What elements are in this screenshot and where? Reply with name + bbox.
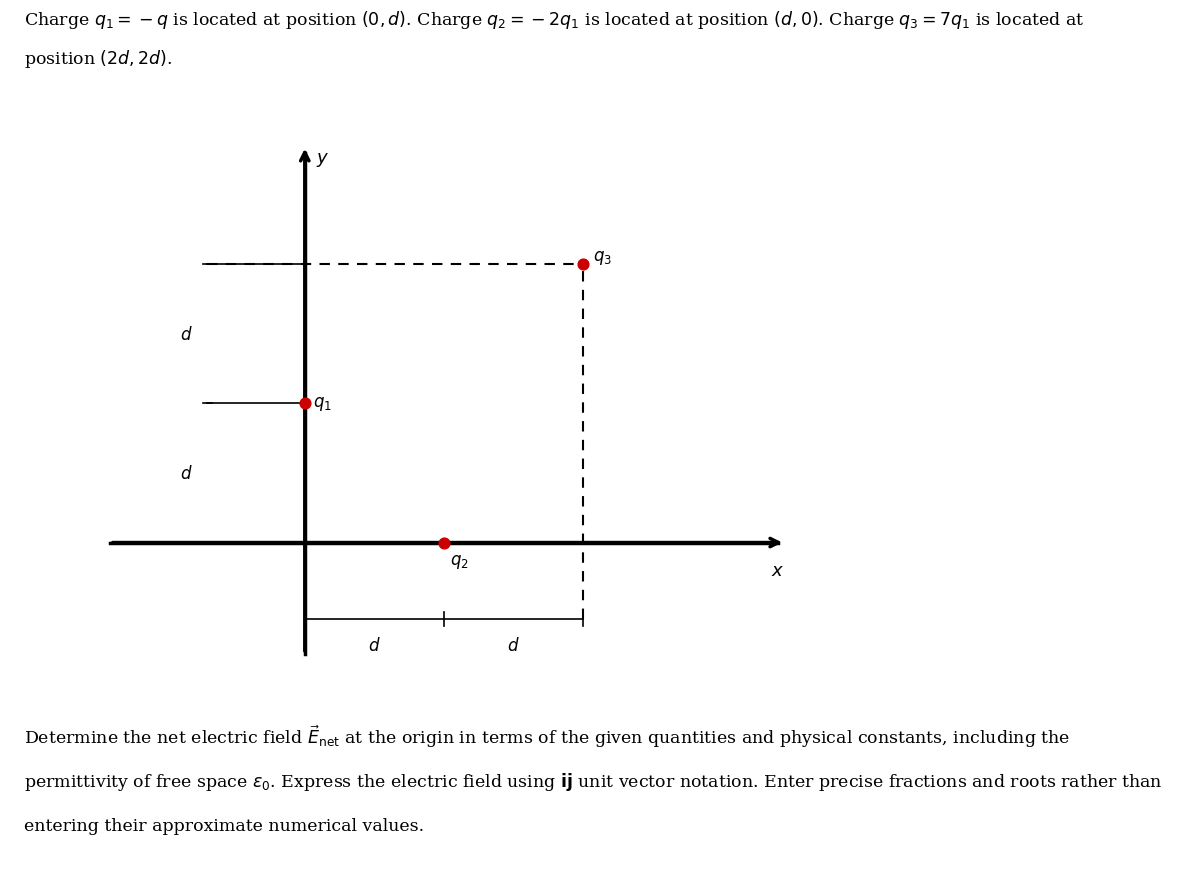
Text: $y$: $y$ <box>316 151 329 169</box>
Text: permittivity of free space $\varepsilon_0$. Express the electric field using $\m: permittivity of free space $\varepsilon_… <box>24 770 1163 792</box>
Text: $d$: $d$ <box>180 464 193 482</box>
Text: Determine the net electric field $\vec{E}_{\mathrm{net}}$ at the origin in terms: Determine the net electric field $\vec{E… <box>24 723 1070 749</box>
Text: $q_3$: $q_3$ <box>593 248 612 267</box>
Text: $d$: $d$ <box>368 636 380 654</box>
Text: $d$: $d$ <box>180 326 193 343</box>
Point <box>434 536 454 550</box>
Text: entering their approximate numerical values.: entering their approximate numerical val… <box>24 817 424 834</box>
Text: $x$: $x$ <box>772 561 785 579</box>
Text: $d$: $d$ <box>508 636 520 654</box>
Text: $q_1$: $q_1$ <box>313 395 332 413</box>
Text: position $(2d, 2d)$.: position $(2d, 2d)$. <box>24 48 173 70</box>
Text: Charge $q_1 = -q$ is located at position $(0, d)$. Charge $q_2 = -2q_1$ is locat: Charge $q_1 = -q$ is located at position… <box>24 9 1085 31</box>
Text: $q_2$: $q_2$ <box>450 552 468 570</box>
Point <box>574 258 593 272</box>
Point <box>295 397 314 411</box>
